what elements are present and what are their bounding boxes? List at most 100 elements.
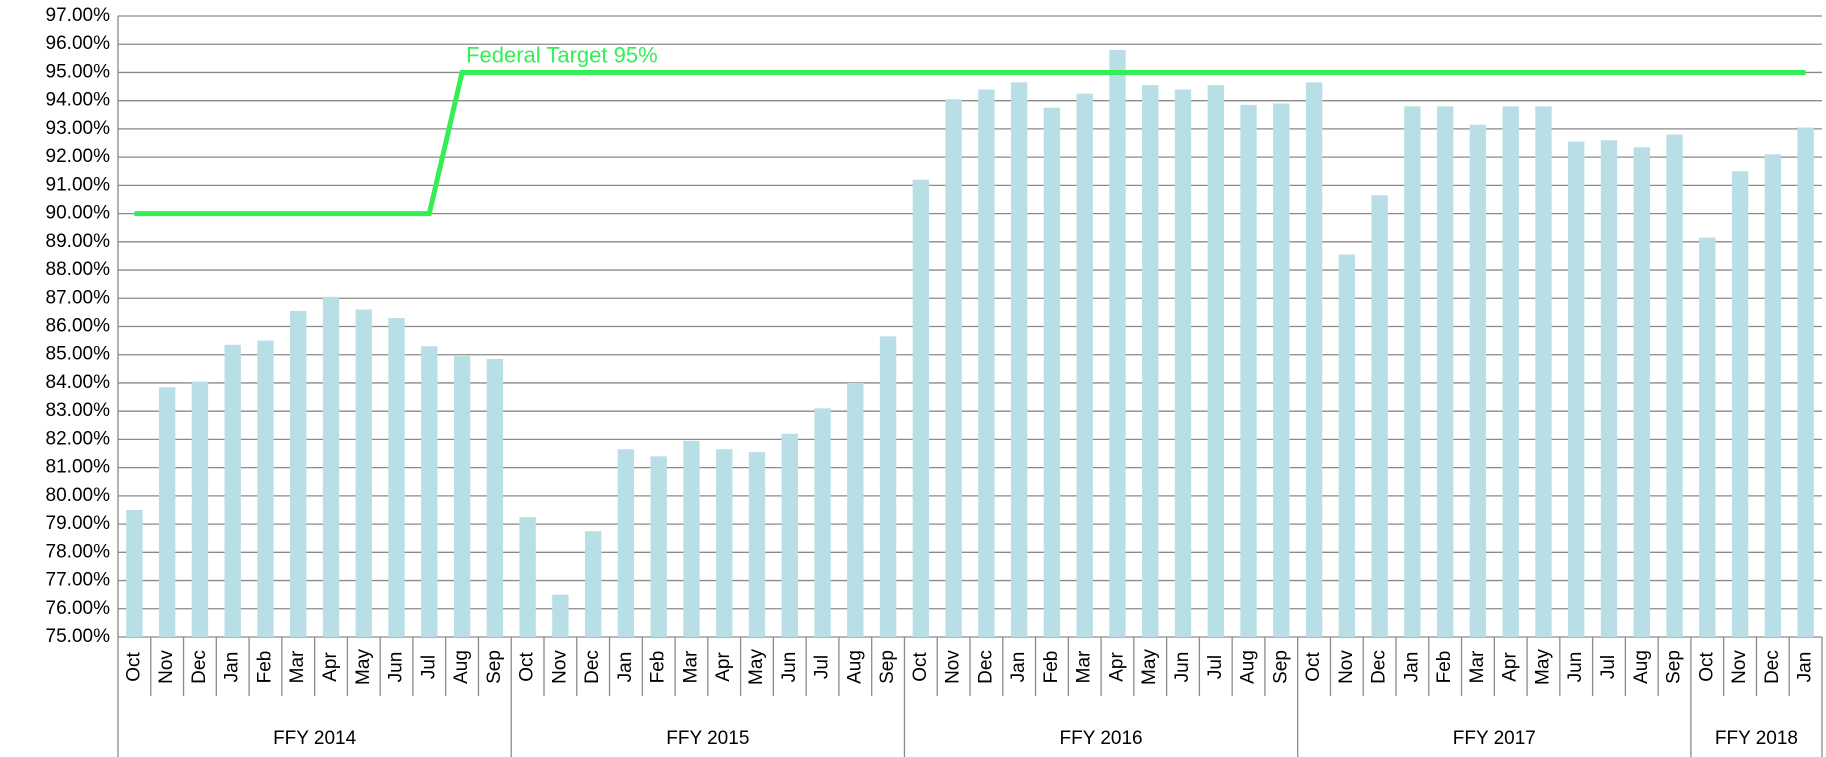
- y-tick-label: 94.00%: [46, 90, 111, 111]
- bar: [552, 594, 569, 637]
- x-tick-label: Dec: [1369, 650, 1390, 684]
- x-tick-label: Jun: [386, 652, 407, 683]
- bar: [191, 381, 209, 637]
- group-label: FFY 2018: [1715, 728, 1798, 749]
- bar: [716, 449, 733, 637]
- bar: [1273, 103, 1290, 638]
- x-tick-label: Mar: [680, 650, 701, 683]
- x-tick-label: Oct: [123, 652, 144, 682]
- y-tick-label: 86.00%: [46, 316, 111, 337]
- bar: [1502, 106, 1519, 637]
- bar: [1404, 106, 1421, 637]
- x-tick-label: May: [1139, 649, 1160, 685]
- x-tick-label: Jul: [418, 655, 439, 679]
- y-tick-label: 88.00%: [46, 259, 111, 280]
- bar: [1043, 107, 1061, 637]
- bar: [879, 336, 897, 637]
- y-tick-label: 93.00%: [46, 118, 111, 139]
- bar: [748, 452, 766, 637]
- bar: [584, 531, 602, 637]
- bar: [683, 440, 700, 637]
- y-tick-label: 95.00%: [46, 61, 111, 82]
- bar: [486, 358, 504, 637]
- bar: [945, 99, 962, 638]
- bar: [814, 408, 831, 637]
- y-tick-label: 90.00%: [46, 203, 111, 224]
- bar: [1109, 49, 1126, 637]
- bar: [1535, 106, 1552, 637]
- x-tick-label: Feb: [1434, 651, 1455, 684]
- bar: [421, 346, 438, 637]
- y-tick-label: 85.00%: [46, 344, 111, 365]
- bar: [1338, 254, 1356, 638]
- bar: [224, 344, 241, 637]
- x-tick-label: Mar: [1467, 650, 1488, 683]
- bar: [1142, 85, 1159, 638]
- bar: [847, 382, 864, 637]
- x-tick-label: Jan: [222, 652, 243, 683]
- y-tick-label: 77.00%: [46, 570, 111, 591]
- bar: [1469, 124, 1487, 638]
- y-tick-label: 91.00%: [46, 174, 111, 195]
- bar: [617, 449, 635, 637]
- x-tick-label: Nov: [549, 650, 570, 684]
- x-tick-label: Aug: [844, 650, 865, 684]
- x-tick-label: Aug: [1631, 650, 1652, 684]
- x-tick-label: Nov: [943, 650, 964, 684]
- x-tick-label: Feb: [254, 651, 275, 684]
- y-tick-label: 76.00%: [46, 598, 111, 619]
- bar: [322, 296, 340, 637]
- bar: [290, 310, 307, 637]
- x-tick-label: Jul: [1205, 655, 1226, 679]
- bar: [912, 179, 930, 637]
- x-tick-label: Sep: [1270, 650, 1291, 684]
- x-tick-label: Oct: [910, 652, 931, 682]
- y-tick-label: 84.00%: [46, 372, 111, 393]
- bar: [355, 309, 372, 637]
- bar: [1174, 89, 1192, 637]
- y-tick-label: 87.00%: [46, 287, 111, 308]
- bar: [1010, 82, 1028, 637]
- x-tick-label: Dec: [189, 650, 210, 684]
- x-tick-label: Oct: [517, 652, 538, 682]
- x-tick-label: Jul: [1598, 655, 1619, 679]
- x-tick-label: Jun: [1172, 652, 1193, 683]
- bar: [978, 89, 995, 637]
- x-tick-label: Nov: [1336, 650, 1357, 684]
- bar: [1699, 237, 1716, 637]
- bar: [1666, 134, 1683, 637]
- y-tick-label: 78.00%: [46, 541, 111, 562]
- x-tick-label: Apr: [713, 652, 734, 682]
- x-tick-label: Mar: [1074, 650, 1095, 683]
- group-label: FFY 2014: [273, 728, 357, 749]
- bar: [1731, 171, 1749, 637]
- annotation: Federal Target 95%: [466, 42, 658, 67]
- bar: [1076, 93, 1093, 637]
- x-tick-label: Aug: [451, 650, 472, 684]
- bar: [453, 356, 471, 637]
- x-tick-label: Nov: [1729, 650, 1750, 684]
- y-tick-label: 83.00%: [46, 400, 111, 421]
- x-tick-label: Sep: [877, 650, 898, 684]
- x-tick-label: Jan: [615, 652, 636, 683]
- y-tick-label: 92.00%: [46, 146, 111, 167]
- bar: [519, 517, 536, 637]
- group-label: FFY 2015: [666, 728, 749, 749]
- x-tick-label: May: [353, 649, 374, 685]
- y-tick-label: 89.00%: [46, 231, 111, 252]
- x-tick-label: Dec: [975, 650, 996, 684]
- bar: [1371, 195, 1388, 638]
- x-tick-label: Oct: [1696, 652, 1717, 682]
- x-tick-label: Jan: [1401, 652, 1422, 683]
- y-tick-label: 96.00%: [46, 33, 111, 54]
- x-tick-label: Jan: [1008, 652, 1029, 683]
- bar: [257, 340, 274, 637]
- x-tick-label: Jan: [1795, 652, 1816, 683]
- bar: [388, 318, 405, 637]
- y-tick-label: 79.00%: [46, 513, 111, 534]
- bar: [1207, 85, 1224, 638]
- x-tick-label: Apr: [320, 652, 341, 682]
- bar: [1568, 141, 1585, 637]
- y-tick-label: 82.00%: [46, 428, 111, 449]
